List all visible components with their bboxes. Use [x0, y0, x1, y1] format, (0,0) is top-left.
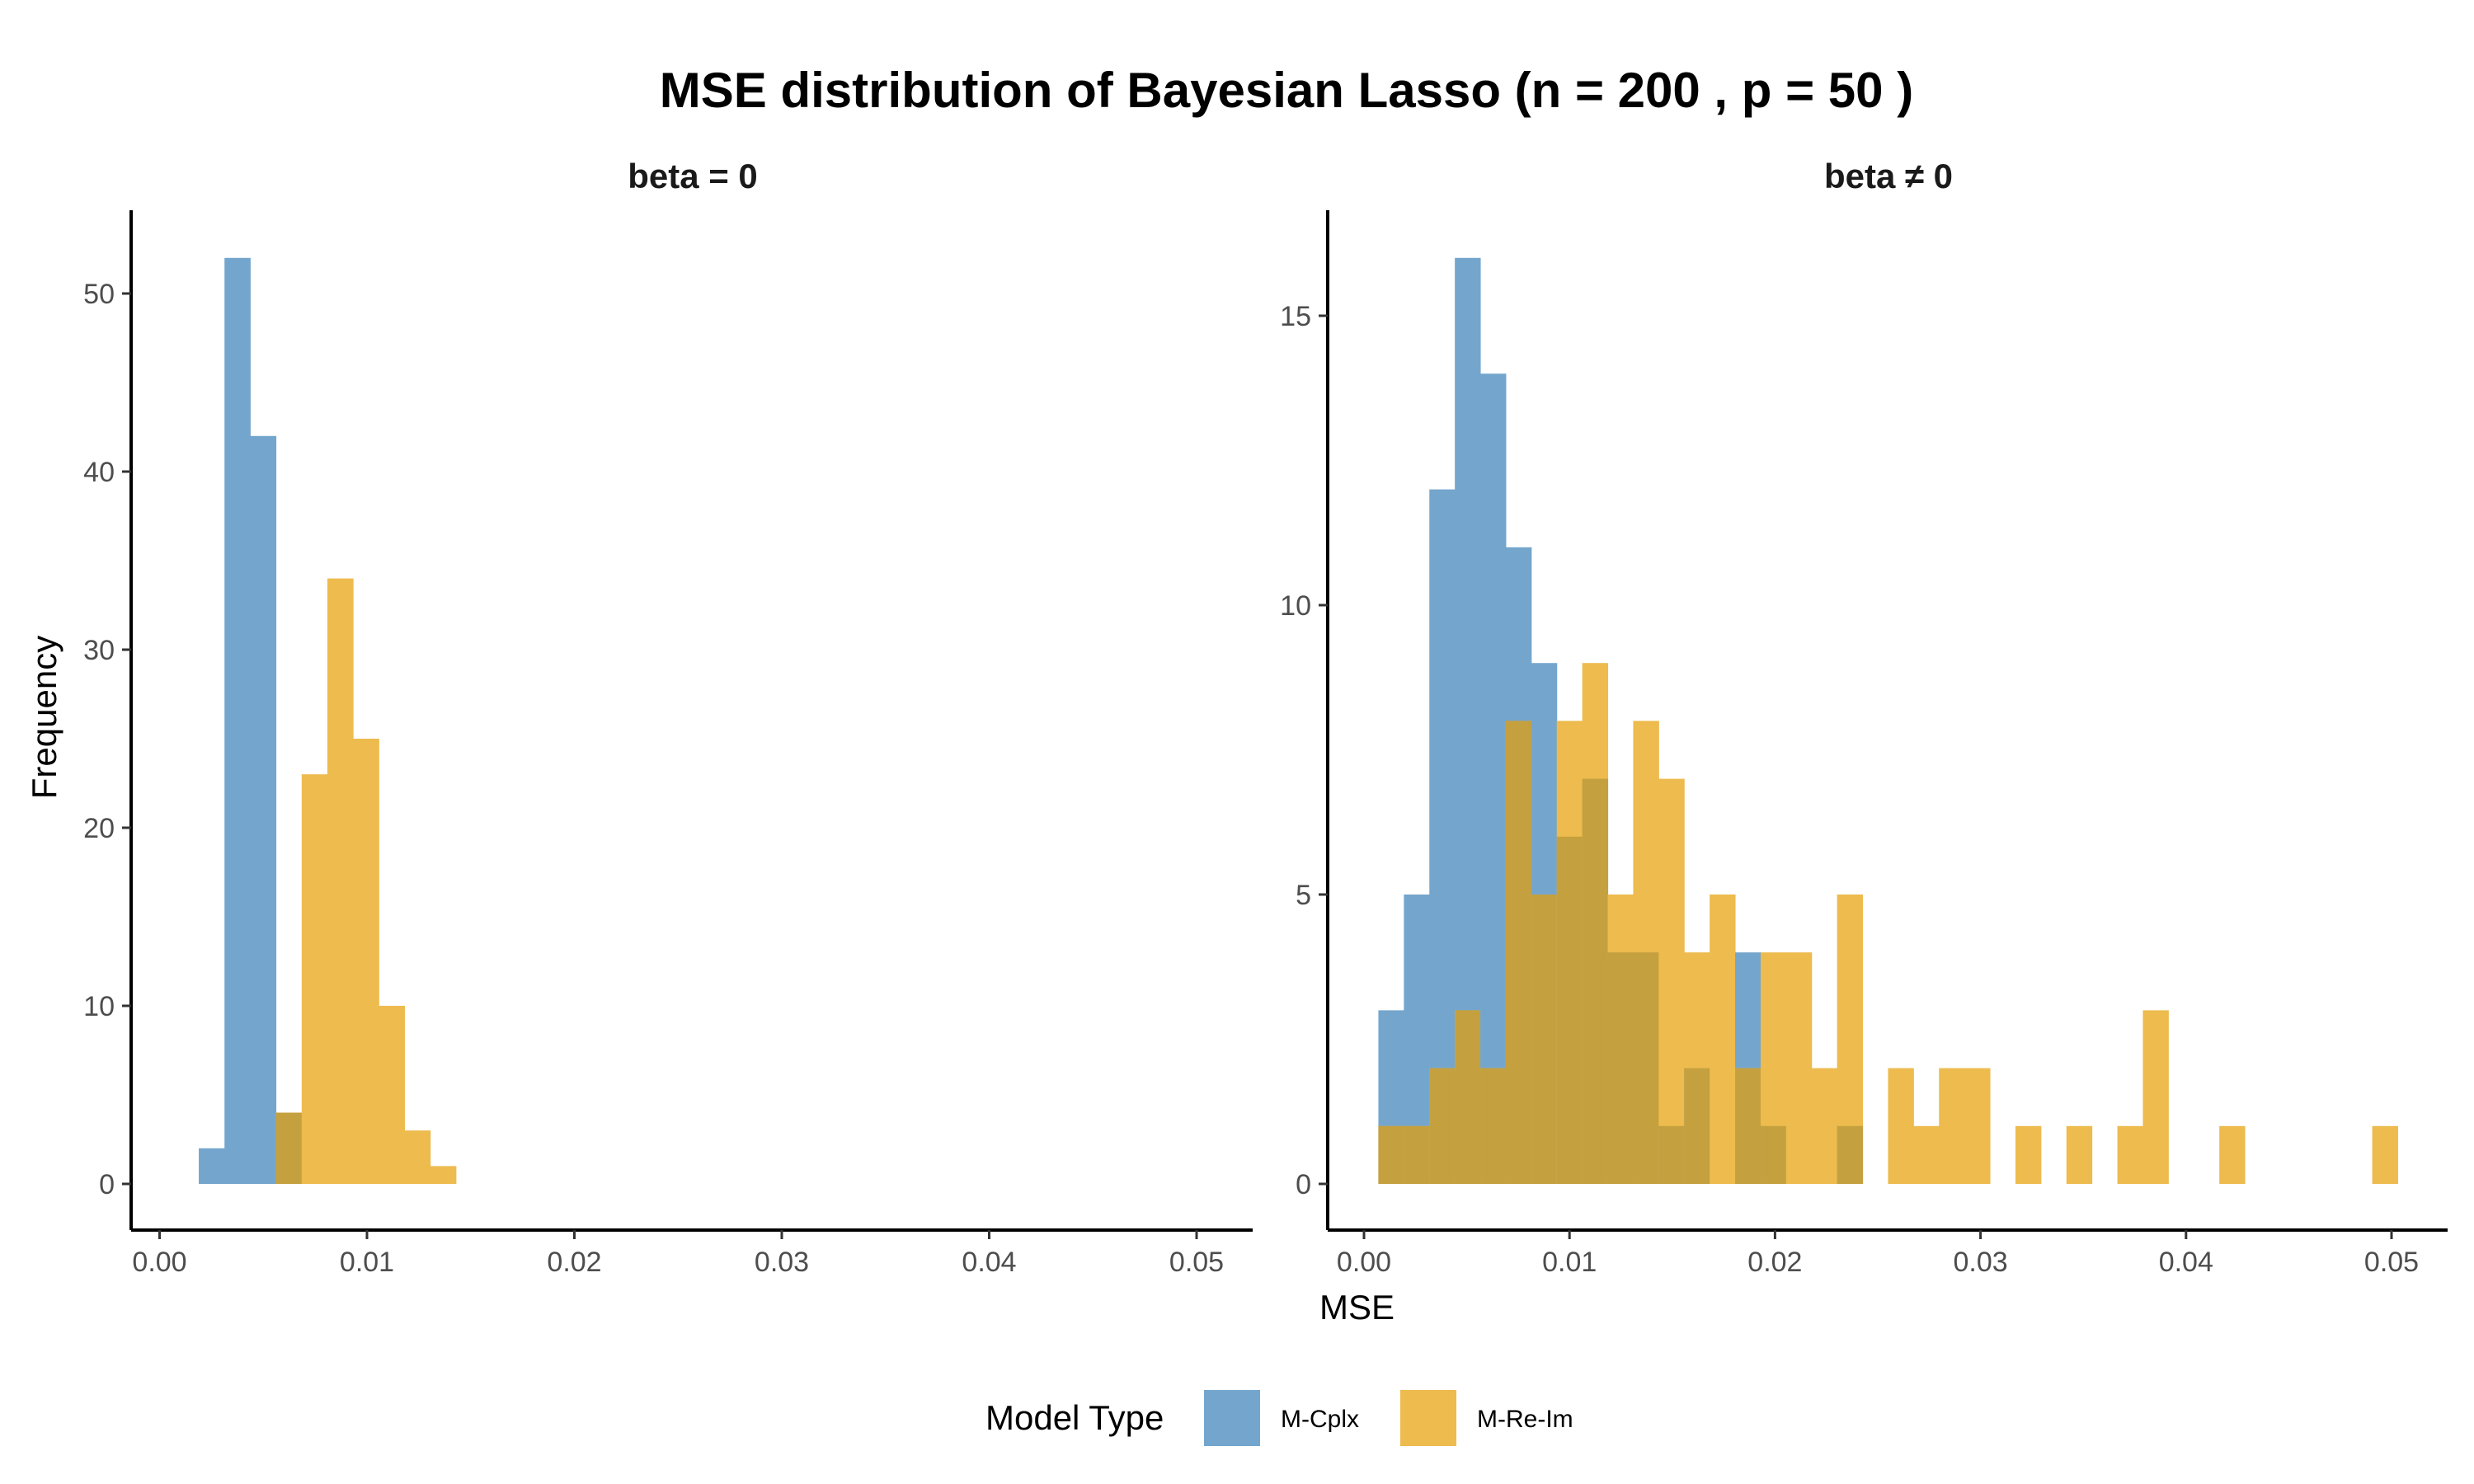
x-tick-label: 0.00: [1337, 1247, 1391, 1278]
x-tick-label: 0.01: [340, 1247, 394, 1278]
bar-overlap: [1531, 895, 1558, 1184]
y-tick-label: 15: [1280, 301, 1311, 332]
x-tick-label: 0.02: [1747, 1247, 1802, 1278]
panel-label-left: beta = 0: [628, 157, 758, 195]
x-tick-label: 0.04: [962, 1247, 1016, 1278]
bar-m-cplx: [250, 435, 277, 1184]
bar-m-re-im: [430, 1166, 457, 1184]
bar-m-re-im: [1964, 1068, 1991, 1184]
bar-m-re-im: [1888, 1068, 1914, 1184]
y-tick-label: 5: [1296, 880, 1311, 911]
y-tick-label: 20: [83, 813, 115, 844]
bar-m-re-im: [301, 774, 328, 1184]
bar-overlap: [1378, 1125, 1404, 1184]
y-tick-label: 0: [99, 1169, 115, 1200]
x-tick-label: 0.03: [755, 1247, 809, 1278]
bar-overlap: [1684, 1068, 1710, 1184]
panel-1: 0 10 20 30 40 50 0.00 0.01 0.02 0.03 0.04 0.05: [83, 210, 1253, 1278]
panel-label-right: beta ≠ 0: [1824, 157, 1953, 195]
y-axis-title: Frequency: [25, 636, 63, 799]
bar-overlap: [1455, 1010, 1481, 1184]
bar-m-re-im: [1710, 895, 1736, 1184]
x-tick-label: 0.00: [132, 1247, 186, 1278]
bar-overlap: [1658, 1125, 1685, 1184]
y-tick-label: 0: [1296, 1169, 1311, 1200]
bar-overlap: [1837, 1125, 1864, 1184]
bar-m-re-im: [1785, 952, 1813, 1184]
legend-title: Model Type: [985, 1398, 1164, 1437]
bar-m-re-im: [1913, 1125, 1940, 1184]
bar-overlap: [1607, 952, 1634, 1184]
bar-m-re-im: [1811, 1068, 1838, 1184]
bar-m-cplx: [199, 1148, 225, 1184]
x-tick-label: 0.03: [1954, 1247, 2008, 1278]
bar-overlap: [1404, 1125, 1430, 1184]
bar-m-cplx: [1480, 373, 1507, 1184]
x-tick-label: 0.01: [1542, 1247, 1597, 1278]
bar-overlap: [1582, 778, 1609, 1184]
bar-overlap: [1429, 1068, 1456, 1184]
bar-m-re-im: [1658, 778, 1685, 1184]
bar-overlap: [1760, 1125, 1787, 1184]
bar-m-re-im: [327, 578, 354, 1184]
x-axis-title: MSE: [1319, 1288, 1395, 1327]
x-tick-label: 0.04: [2159, 1247, 2213, 1278]
bar-m-re-im: [2219, 1125, 2246, 1184]
bar-overlap: [1633, 952, 1659, 1184]
legend-swatch-m-re-im: [1400, 1390, 1456, 1446]
y-tick-label: 10: [83, 991, 115, 1022]
bar-m-re-im: [404, 1130, 431, 1184]
bar-m-re-im: [2015, 1125, 2042, 1184]
bar-overlap: [1505, 721, 1532, 1184]
bar-m-re-im: [2117, 1125, 2143, 1184]
y-tick-label: 50: [83, 279, 115, 310]
legend: Model Type M-Cplx M-Re-Im: [985, 1390, 1573, 1446]
y-tick-label: 10: [1280, 590, 1311, 622]
x-tick-label: 0.05: [1169, 1247, 1224, 1278]
legend-label-m-re-im: M-Re-Im: [1477, 1406, 1573, 1433]
bar-m-re-im: [379, 1006, 406, 1184]
panel-2: 0 5 10 15 0.00 0.01 0.02 0.03 0.04 0.05: [1280, 210, 2448, 1278]
bar-overlap: [1735, 1068, 1761, 1184]
bar-m-re-im: [353, 739, 379, 1184]
bar-overlap: [1556, 836, 1583, 1184]
y-tick-label: 30: [83, 635, 115, 666]
x-tick-label: 0.02: [547, 1247, 601, 1278]
bar-m-re-im: [2142, 1010, 2169, 1184]
chart-title: MSE distribution of Bayesian Lasso (n = …: [660, 63, 1913, 118]
bar-overlap: [275, 1112, 303, 1184]
x-tick-label: 0.05: [2364, 1247, 2419, 1278]
bar-m-re-im: [1939, 1068, 1965, 1184]
y-tick-label: 40: [83, 457, 115, 488]
bar-overlap: [1480, 1068, 1507, 1184]
legend-swatch-m-cplx: [1204, 1390, 1260, 1446]
legend-label-m-cplx: M-Cplx: [1281, 1406, 1359, 1433]
bar-m-re-im: [2372, 1125, 2398, 1184]
bar-m-re-im: [2066, 1125, 2093, 1184]
bar-m-cplx: [224, 257, 251, 1184]
